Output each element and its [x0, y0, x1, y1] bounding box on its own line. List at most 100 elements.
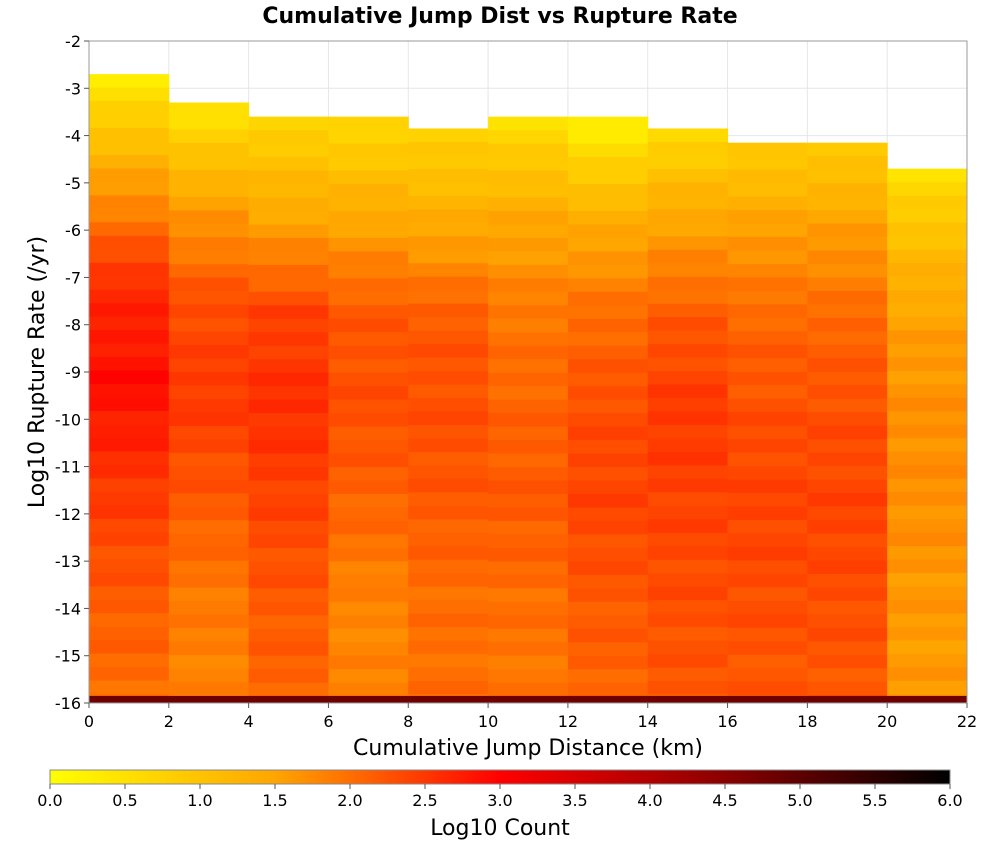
heatmap-cell: [328, 157, 409, 172]
heatmap-cell: [408, 627, 489, 642]
heatmap-cell: [488, 440, 569, 455]
heatmap-cell: [408, 330, 489, 345]
heatmap-cell: [727, 290, 808, 305]
colorbar-label: Log10 Count: [430, 816, 570, 841]
heatmap-cell: [248, 170, 329, 185]
heatmap-cell: [408, 640, 489, 655]
heatmap-cell: [248, 251, 329, 266]
heatmap-cell: [89, 343, 170, 358]
heatmap-cell: [488, 143, 569, 158]
colorbar-tick-label: 5.0: [787, 791, 812, 810]
heatmap-cell: [807, 358, 888, 373]
heatmap-cell: [807, 668, 888, 683]
heatmap-cell: [887, 343, 968, 358]
heatmap-cell: [168, 452, 250, 467]
heatmap-cell: [647, 505, 729, 520]
heatmap-cell: [807, 695, 888, 697]
heatmap-cell: [168, 156, 250, 171]
colorbar-tick-label: 4.5: [712, 791, 737, 810]
heatmap-cell: [488, 534, 569, 549]
heatmap-cell: [408, 573, 489, 588]
heatmap-cell: [567, 574, 649, 589]
heatmap-cell: [807, 183, 888, 198]
heatmap-cell: [488, 453, 569, 468]
heatmap-cell: [328, 547, 409, 562]
heatmap-cell: [647, 330, 729, 345]
heatmap-cell: [887, 492, 968, 507]
heatmap-cell: [168, 439, 250, 454]
heatmap-cell: [567, 426, 649, 441]
heatmap-cell: [248, 682, 329, 697]
heatmap-cell: [567, 399, 649, 414]
heatmap-cell-bottom: [408, 695, 489, 703]
heatmap-cell: [328, 278, 409, 293]
heatmap-cell: [408, 424, 489, 439]
x-tick-label: 14: [638, 712, 658, 731]
heatmap-cell: [488, 628, 569, 643]
heatmap-cell: [328, 305, 409, 320]
heatmap-cell: [328, 615, 409, 630]
heatmap-cell: [168, 412, 250, 427]
heatmap-cell: [408, 694, 489, 697]
heatmap-cell: [567, 453, 649, 468]
heatmap-cell: [567, 130, 649, 145]
heatmap-cell: [727, 210, 808, 225]
heatmap-cell: [248, 440, 329, 455]
heatmap-cell: [488, 345, 569, 360]
heatmap-cell: [488, 399, 569, 414]
heatmap-cell: [168, 210, 250, 225]
heatmap-cell: [807, 210, 888, 225]
heatmap-cell: [567, 372, 649, 387]
heatmap-cell: [647, 465, 729, 480]
heatmap-cell: [248, 278, 329, 293]
heatmap-cell: [887, 667, 968, 682]
heatmap-cell: [248, 359, 329, 374]
heatmap-cell: [887, 397, 968, 412]
colorbar: [49, 769, 951, 785]
colorbar-tick-label: 5.5: [862, 791, 887, 810]
heatmap-cell: [248, 345, 329, 360]
y-tick-label: -6: [65, 221, 81, 240]
heatmap-cell: [567, 480, 649, 495]
heatmap-cell: [248, 157, 329, 172]
x-tick-label: 18: [797, 712, 817, 731]
heatmap-cell: [647, 667, 729, 682]
heatmap-cell: [807, 681, 888, 696]
heatmap-cell: [567, 386, 649, 401]
heatmap-cell: [488, 601, 569, 616]
heatmap-cell: [168, 345, 250, 360]
x-axis-ticks: 0 2 4 6 8 10 12 14 16 18 20 22: [84, 703, 977, 731]
heatmap-cell: [647, 451, 729, 466]
heatmap-cell: [168, 250, 250, 265]
heatmap-cell: [807, 156, 888, 171]
heatmap-cell: [408, 667, 489, 682]
heatmap-cell: [647, 586, 729, 601]
heatmap-cell: [488, 332, 569, 347]
heatmap-cell: [248, 669, 329, 684]
heatmap-cell: [647, 371, 729, 386]
heatmap-cell: [727, 641, 808, 656]
heatmap-cell: [408, 613, 489, 628]
heatmap-cell: [807, 304, 888, 319]
heatmap-cell: [887, 424, 968, 439]
heatmap-cell: [89, 357, 170, 372]
heatmap-cell: [488, 480, 569, 495]
heatmap-cell: [567, 493, 649, 508]
y-tick-label: -10: [55, 410, 81, 429]
heatmap-cell: [89, 370, 170, 385]
heatmap-cell: [567, 197, 649, 212]
heatmap-cell: [567, 628, 649, 643]
heatmap-cell: [248, 305, 329, 320]
colorbar-tick-label: 3.0: [487, 791, 512, 810]
heatmap-cell: [408, 546, 489, 561]
heatmap-cell: [328, 345, 409, 360]
heatmap-cell: [567, 332, 649, 347]
heatmap-cell: [168, 641, 250, 656]
heatmap-cell: [727, 533, 808, 548]
heatmap-cell: [89, 114, 170, 129]
chart-title: Cumulative Jump Dist vs Rupture Rate: [262, 4, 737, 29]
colorbar-tick-label: 1.5: [262, 791, 287, 810]
heatmap-cell: [887, 694, 968, 697]
heatmap-cell: [567, 251, 649, 266]
